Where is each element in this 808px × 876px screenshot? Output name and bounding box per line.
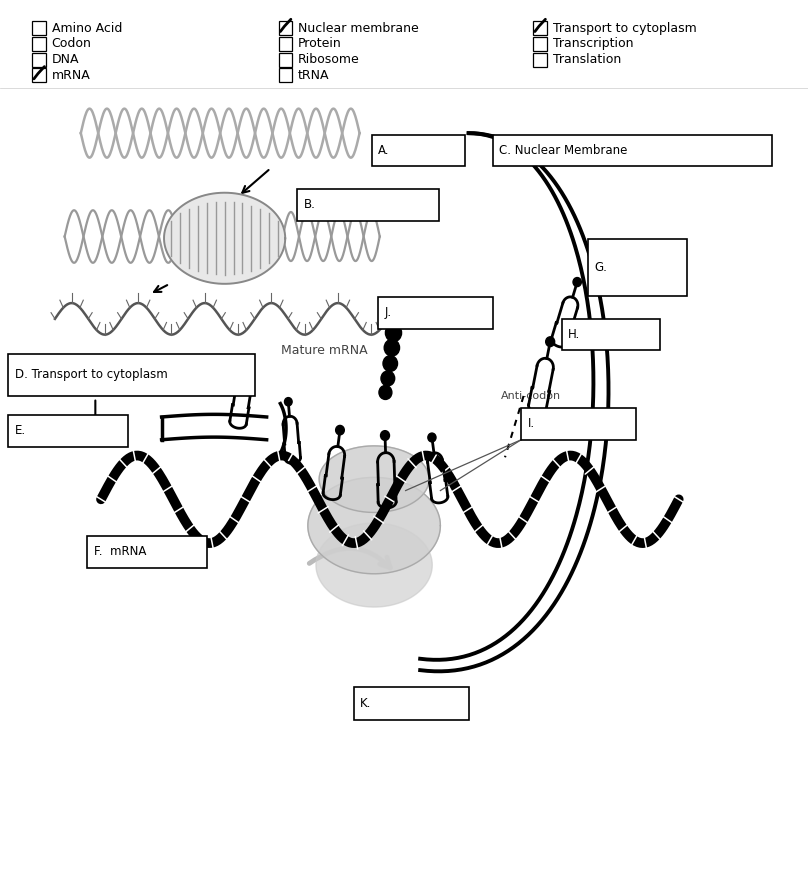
Text: C. Nuclear Membrane: C. Nuclear Membrane: [499, 145, 628, 157]
FancyBboxPatch shape: [533, 21, 547, 35]
Text: I.: I.: [528, 418, 535, 430]
Polygon shape: [164, 193, 285, 284]
FancyBboxPatch shape: [533, 53, 547, 67]
Text: Mature mRNA: Mature mRNA: [281, 344, 368, 357]
FancyBboxPatch shape: [562, 319, 660, 350]
FancyBboxPatch shape: [493, 135, 772, 166]
Text: Anti-codon: Anti-codon: [501, 391, 561, 401]
FancyBboxPatch shape: [354, 687, 469, 720]
Text: Ribosome: Ribosome: [298, 53, 360, 66]
Circle shape: [384, 340, 399, 357]
FancyBboxPatch shape: [32, 53, 46, 67]
FancyBboxPatch shape: [533, 37, 547, 51]
Text: K.: K.: [360, 697, 372, 710]
Text: F.  mRNA: F. mRNA: [94, 546, 146, 558]
Text: Translation: Translation: [553, 53, 621, 66]
Text: Transport to cytoplasm: Transport to cytoplasm: [553, 22, 696, 34]
Circle shape: [335, 426, 344, 434]
FancyBboxPatch shape: [32, 68, 46, 82]
Circle shape: [385, 324, 402, 342]
Polygon shape: [316, 523, 432, 607]
Circle shape: [383, 356, 398, 371]
FancyBboxPatch shape: [32, 37, 46, 51]
Text: B.: B.: [304, 199, 316, 211]
FancyBboxPatch shape: [297, 189, 439, 221]
FancyBboxPatch shape: [87, 536, 207, 568]
Polygon shape: [308, 477, 440, 574]
Text: tRNA: tRNA: [298, 69, 330, 81]
Circle shape: [545, 337, 554, 347]
Text: E.: E.: [15, 425, 26, 437]
Polygon shape: [319, 446, 429, 512]
Text: A.: A.: [378, 145, 389, 157]
Circle shape: [244, 357, 252, 366]
Circle shape: [379, 385, 392, 399]
FancyBboxPatch shape: [588, 239, 687, 296]
Circle shape: [381, 431, 389, 441]
Text: Codon: Codon: [52, 38, 91, 50]
FancyBboxPatch shape: [378, 297, 493, 328]
Text: H.: H.: [568, 328, 580, 341]
Text: Transcription: Transcription: [553, 38, 633, 50]
Circle shape: [428, 433, 436, 442]
FancyBboxPatch shape: [372, 135, 465, 166]
FancyBboxPatch shape: [279, 68, 292, 82]
Text: Nuclear membrane: Nuclear membrane: [298, 22, 419, 34]
FancyBboxPatch shape: [279, 37, 292, 51]
Text: mRNA: mRNA: [52, 69, 90, 81]
Text: Protein: Protein: [298, 38, 342, 50]
FancyBboxPatch shape: [8, 415, 128, 447]
Circle shape: [573, 278, 582, 286]
FancyBboxPatch shape: [32, 21, 46, 35]
Text: D. Transport to cytoplasm: D. Transport to cytoplasm: [15, 369, 167, 381]
Text: DNA: DNA: [52, 53, 79, 66]
Circle shape: [284, 398, 292, 406]
FancyBboxPatch shape: [521, 408, 636, 440]
FancyBboxPatch shape: [279, 21, 292, 35]
FancyBboxPatch shape: [8, 354, 255, 396]
Circle shape: [381, 371, 394, 386]
Text: J.: J.: [385, 307, 392, 319]
Text: Amino Acid: Amino Acid: [52, 22, 122, 34]
Text: G.: G.: [595, 261, 608, 274]
FancyBboxPatch shape: [279, 53, 292, 67]
